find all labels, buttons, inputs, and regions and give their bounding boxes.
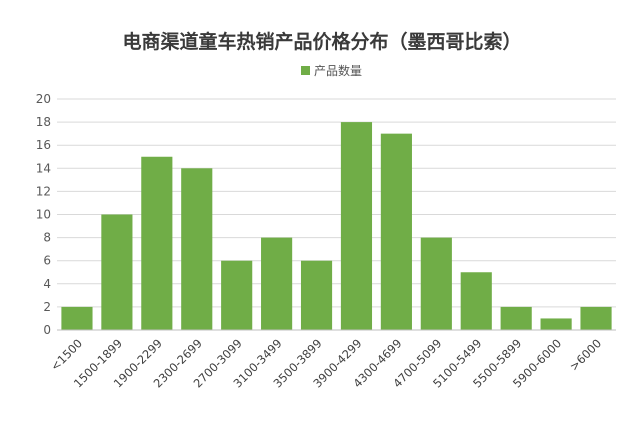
bar	[61, 306, 93, 330]
y-tick-label: 0	[43, 323, 51, 337]
legend-swatch	[301, 66, 310, 75]
bar	[300, 260, 333, 330]
y-tick-label: 20	[36, 92, 51, 106]
bar	[380, 133, 412, 330]
bar	[580, 306, 612, 330]
y-tick-label: 4	[43, 277, 51, 291]
bar	[181, 168, 213, 330]
legend: 产品数量	[301, 63, 362, 78]
y-tick-label: 2	[43, 300, 51, 314]
bar	[460, 272, 492, 330]
bar	[340, 122, 373, 330]
gridlines	[57, 98, 616, 308]
bar	[540, 318, 572, 330]
y-tick-label: 6	[43, 254, 51, 268]
x-tick-label: <1500	[48, 336, 85, 373]
y-tick-label: 14	[36, 161, 51, 175]
bar	[221, 260, 253, 330]
bar	[101, 214, 133, 330]
y-tick-label: 16	[36, 138, 51, 152]
y-tick-label: 8	[43, 231, 51, 245]
y-tick-label: 18	[36, 115, 51, 129]
x-tick-label: >6000	[567, 336, 604, 373]
y-tick-label: 12	[36, 184, 51, 198]
legend-label: 产品数量	[314, 63, 362, 78]
bar	[261, 237, 293, 330]
bar	[141, 156, 173, 330]
bar	[500, 306, 532, 330]
bar	[420, 237, 452, 330]
y-axis-ticks: 0 2 4 6 8 10 12 14 16 18 20	[36, 92, 51, 337]
chart-title: 电商渠道童车热销产品价格分布（墨西哥比索）	[122, 30, 521, 53]
x-axis-ticks: <15001500-18991900-22992300-26992700-309…	[48, 336, 604, 390]
y-tick-label: 10	[36, 208, 51, 222]
bars	[61, 122, 612, 330]
